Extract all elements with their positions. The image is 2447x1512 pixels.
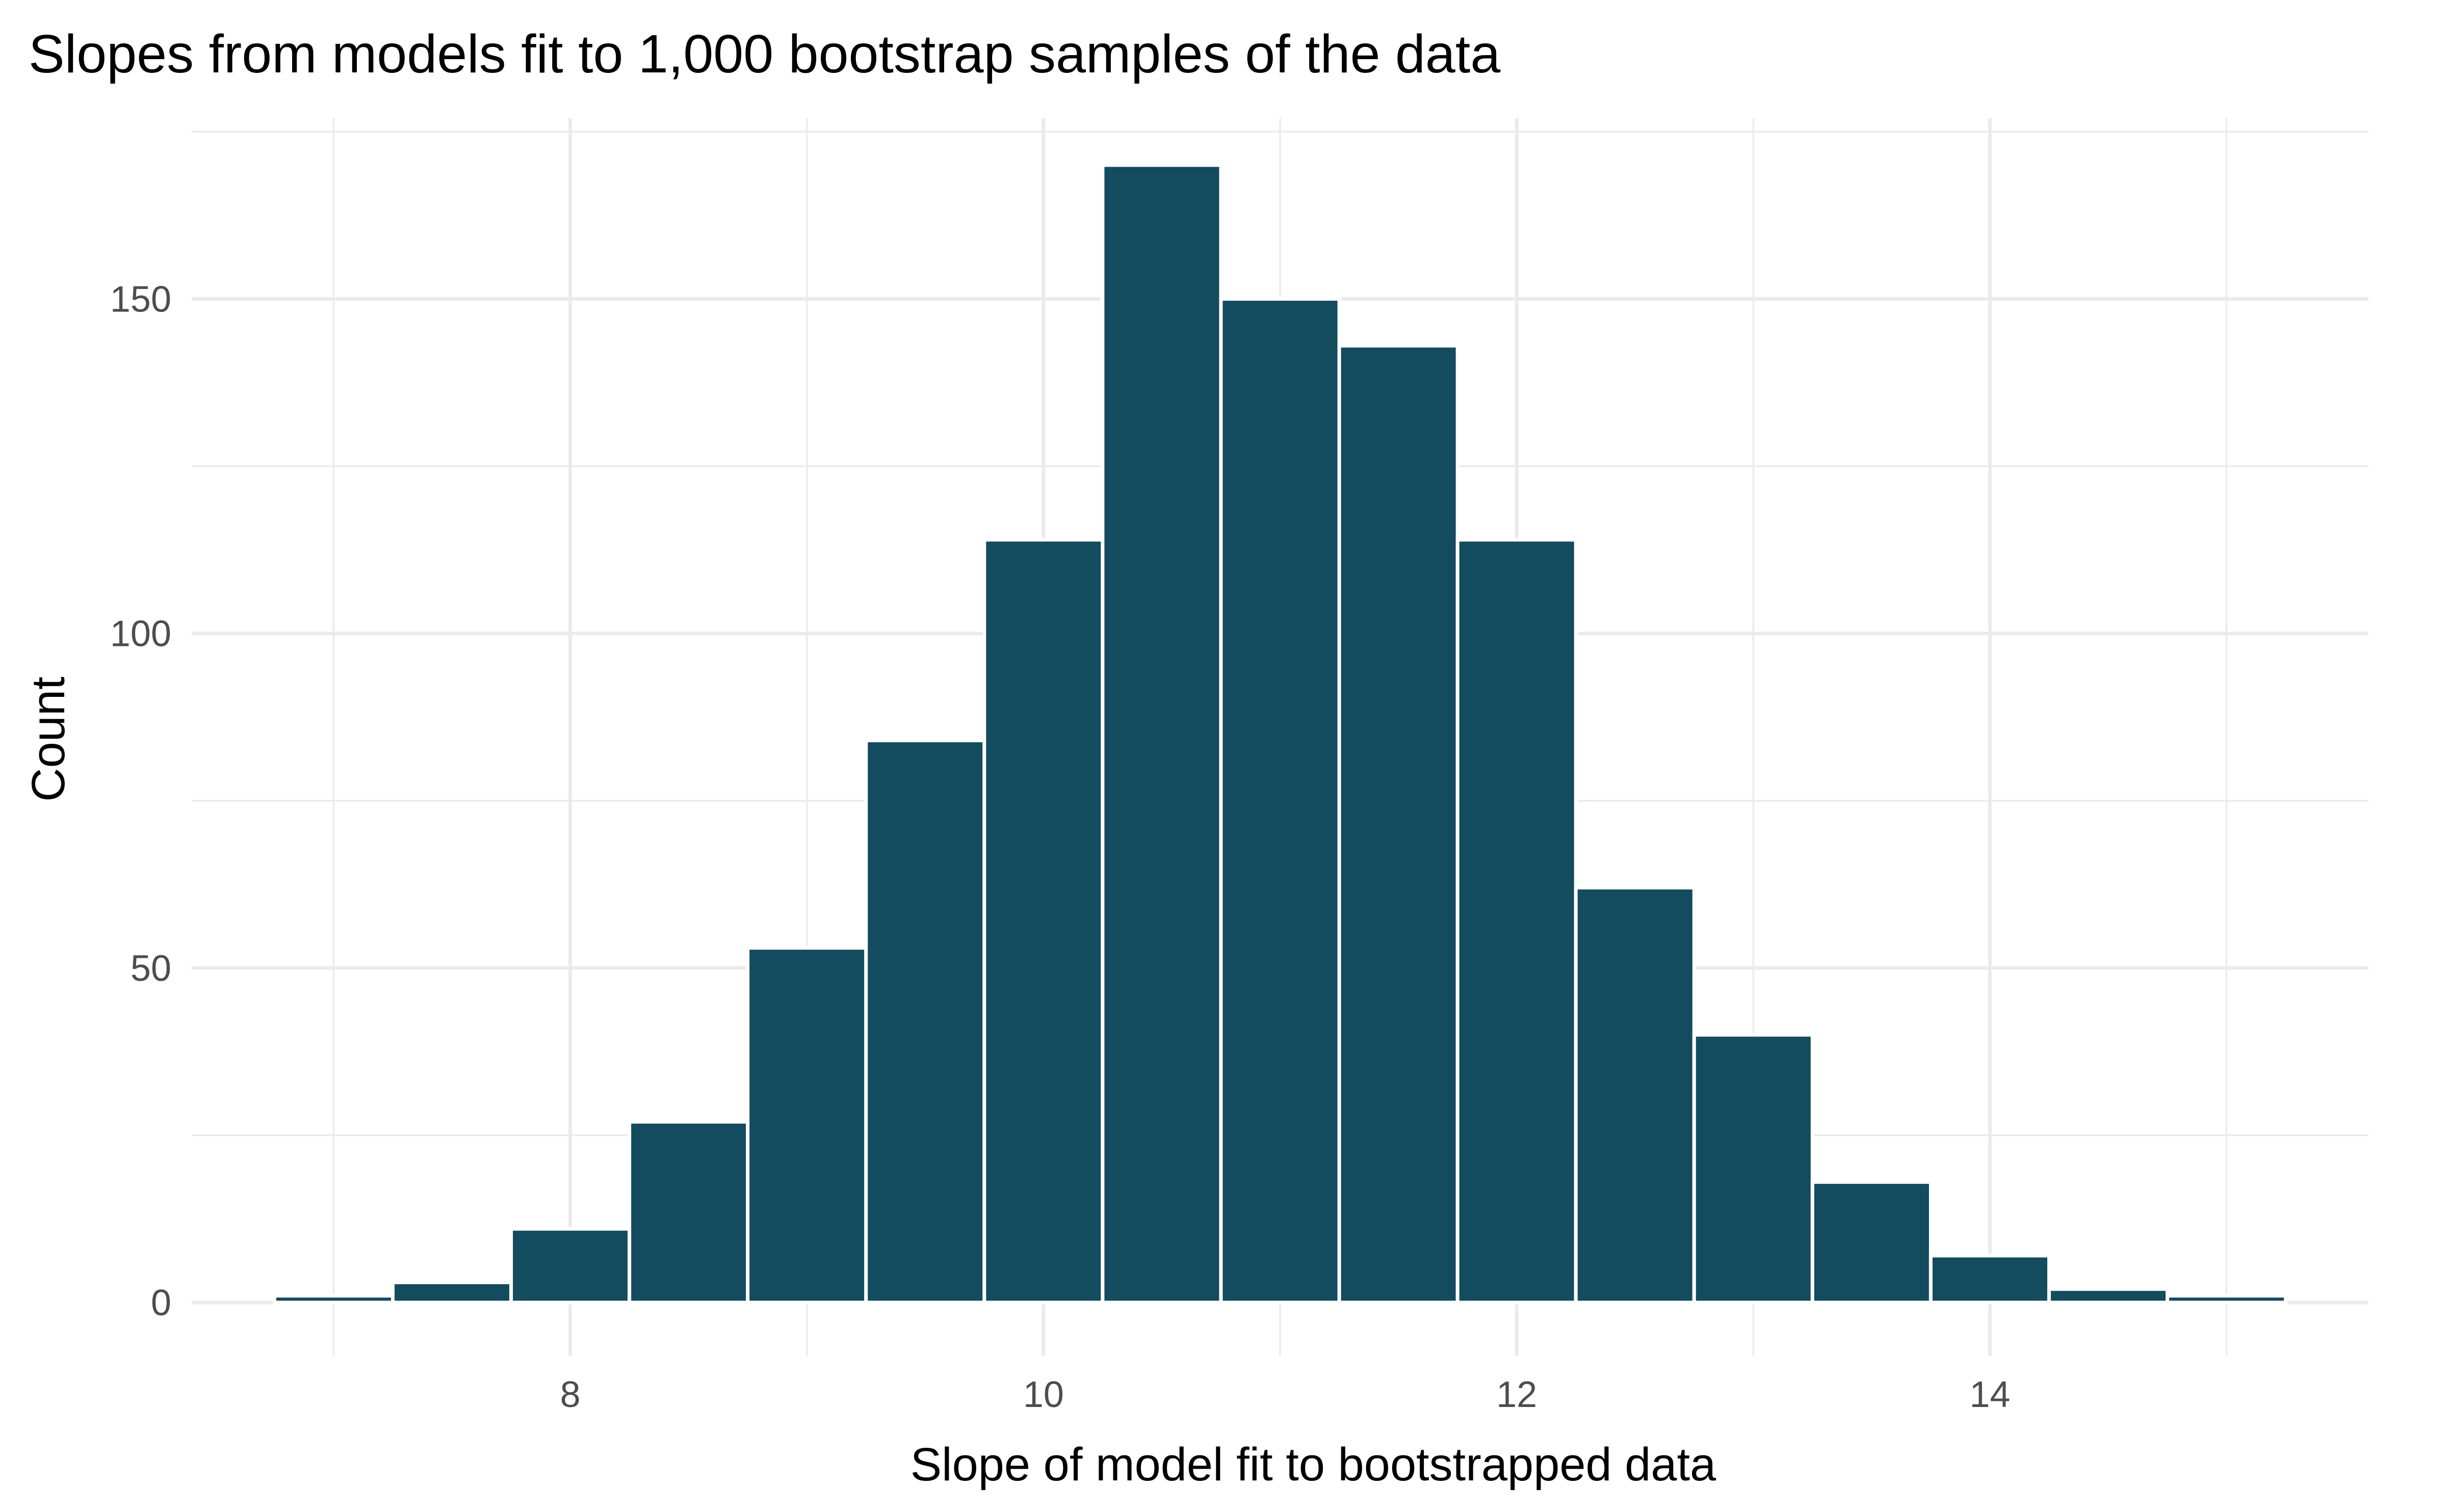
histogram-bars xyxy=(272,163,2288,1305)
histogram-bar xyxy=(746,946,868,1305)
histogram-bar xyxy=(1929,1254,2051,1305)
histogram-bar xyxy=(509,1227,632,1305)
histogram-bar xyxy=(1574,885,1696,1305)
x-axis-tick-labels: 8 10 12 14 xyxy=(560,1374,2011,1415)
histogram-bar xyxy=(1810,1180,1933,1305)
x-tick-label: 10 xyxy=(1023,1374,1064,1415)
histogram-bar xyxy=(1692,1033,1814,1305)
chart-title: Slopes from models fit to 1,000 bootstra… xyxy=(29,24,1500,84)
histogram-bar xyxy=(391,1281,513,1305)
plot-panel xyxy=(192,118,2368,1356)
y-axis-title: Count xyxy=(22,676,74,802)
x-axis-title: Slope of model fit to bootstrapped data xyxy=(910,1439,1716,1491)
y-tick-label: 0 xyxy=(151,1283,171,1323)
histogram-bar xyxy=(2165,1294,2288,1305)
y-tick-label: 100 xyxy=(110,614,171,655)
histogram-bar xyxy=(1219,297,1341,1305)
histogram-bar xyxy=(272,1294,395,1305)
x-tick-label: 8 xyxy=(560,1374,581,1415)
y-tick-label: 50 xyxy=(131,948,171,989)
x-tick-label: 12 xyxy=(1496,1374,1537,1415)
y-tick-label: 150 xyxy=(110,279,171,320)
histogram-bar xyxy=(628,1120,750,1305)
x-tick-label: 14 xyxy=(1969,1374,2010,1415)
histogram-bar xyxy=(1455,538,1578,1305)
histogram-bar xyxy=(982,538,1105,1305)
histogram-bar xyxy=(864,739,986,1305)
histogram-bar xyxy=(1101,163,1223,1305)
y-axis-tick-labels: 0 50 100 150 xyxy=(110,279,171,1323)
histogram-bar xyxy=(2047,1287,2169,1305)
histogram-bar xyxy=(1337,344,1460,1305)
